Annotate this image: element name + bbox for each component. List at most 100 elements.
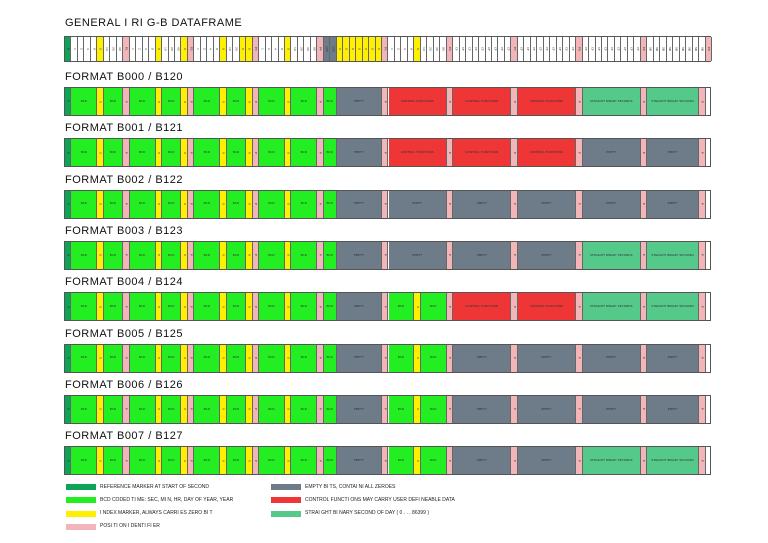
format-segment-idx: 0 bbox=[284, 190, 292, 218]
format-segment-bcd: BCD bbox=[194, 293, 221, 321]
format-segment-pos: P bbox=[640, 190, 648, 218]
general-bit: P0 bbox=[705, 37, 712, 61]
format-segment-idx: 0 bbox=[220, 344, 227, 372]
general-bit: 1 bbox=[129, 37, 137, 61]
general-bit: 10 bbox=[162, 37, 169, 61]
general-bit: CF bbox=[537, 37, 544, 61]
format-segment-pos: P bbox=[252, 344, 260, 372]
format-segment-emp: EMPTY bbox=[336, 241, 383, 269]
general-bit: 8 bbox=[213, 37, 221, 61]
format-segment-pos: P bbox=[317, 190, 324, 218]
format-segment-pos: P bbox=[699, 395, 706, 423]
general-bit: CF bbox=[524, 37, 531, 61]
format-segment-pos: P bbox=[382, 241, 389, 269]
general-bit: SB bbox=[692, 37, 700, 61]
format-segment-pos: P bbox=[446, 139, 454, 167]
format-segment-bcd: BCD bbox=[388, 344, 415, 372]
format-segment-idx: 0 bbox=[284, 395, 292, 423]
format-segment-bcd: BCD bbox=[323, 395, 337, 423]
format-segment-pos: P bbox=[187, 395, 195, 423]
general-bar: R 1 2 4 8 0 10 20 40 P1 1 2 4 8 0 10 20 40 0 P2 1 2 4 8 0 10 20 0 0 P… bbox=[64, 36, 712, 62]
format-title: FORMAT B000 / B120 bbox=[65, 71, 184, 83]
general-bit: 8 bbox=[278, 37, 285, 61]
format-segment-pos: P bbox=[317, 88, 324, 115]
general-bit: CF bbox=[459, 37, 467, 61]
general-bit: CF bbox=[485, 37, 493, 61]
format-segment-pos: P bbox=[576, 88, 583, 115]
legend-swatch-index bbox=[66, 510, 96, 517]
format-segment-bcd: BCD bbox=[103, 139, 124, 167]
format-bar: R BCD 0 BCD P BCD 0 BCD 0 P BCD 0 BCD 0 P BCD 0 BCD P BCD EM… bbox=[64, 446, 711, 476]
general-bit: 1 bbox=[71, 37, 78, 61]
format-segment-emp: EMPTY bbox=[647, 344, 700, 372]
format-segment-ref: R bbox=[65, 88, 72, 115]
format-segment-idx: 0 bbox=[220, 293, 227, 321]
format-segment-pos: P bbox=[187, 447, 195, 475]
format-segment-emp: EMPTY bbox=[453, 344, 512, 372]
format-segment-idx: 0 bbox=[246, 344, 253, 372]
general-bit: 0 bbox=[362, 37, 370, 61]
format-segment-idx: 0 bbox=[97, 241, 104, 269]
format-segment-pos: P bbox=[640, 447, 648, 475]
format-segment-pos: P bbox=[187, 241, 195, 269]
format-segment-pos: P bbox=[446, 395, 454, 423]
general-bit: CF bbox=[614, 37, 622, 61]
format-segment-emp: EMPTY bbox=[517, 344, 577, 372]
legend-swatch-ctrl bbox=[271, 497, 301, 504]
general-bit: CF bbox=[466, 37, 473, 61]
general-bit: 2 bbox=[394, 37, 402, 61]
format-segment-pos: P bbox=[187, 344, 195, 372]
format-segment-pos: P bbox=[382, 447, 389, 475]
general-bit: SB bbox=[679, 37, 687, 61]
format-segment-emp: EMPTY bbox=[647, 395, 700, 423]
format-segment-bcd: BCD bbox=[129, 344, 156, 372]
general-bit: SB bbox=[686, 37, 693, 61]
general-bit: 20 bbox=[297, 37, 305, 61]
format-segment-pos: P bbox=[187, 88, 195, 115]
general-bit: CF bbox=[498, 37, 505, 61]
general-bit: 10 bbox=[291, 37, 298, 61]
format-segment-pos: P bbox=[446, 447, 454, 475]
format-segment-ctr: CONTROL FUNCTIONS bbox=[453, 293, 512, 321]
general-bit: 20 bbox=[233, 37, 240, 61]
general-bit: 2 bbox=[136, 37, 143, 61]
format-segment-ctr: CONTROL FUNCTIONS bbox=[517, 293, 577, 321]
format-segment-pos: P bbox=[252, 88, 260, 115]
format-segment-bcd: BCD bbox=[291, 344, 318, 372]
general-bit: SB bbox=[660, 37, 667, 61]
format-segment-sbs: STRAIGHT BINARY SECONDS bbox=[582, 88, 641, 115]
format-segment-bcd: BCD bbox=[291, 139, 318, 167]
format-segment-pos: P bbox=[699, 447, 706, 475]
general-bit: 2 bbox=[77, 37, 85, 61]
general-bit: CF bbox=[621, 37, 628, 61]
format-segment-emp: EMPTY bbox=[517, 395, 577, 423]
format-segment-idx: 0 bbox=[97, 190, 104, 218]
general-bit: 8 bbox=[407, 37, 415, 61]
format-segment-pos: P bbox=[187, 293, 195, 321]
format-segment-pos: P bbox=[699, 139, 706, 167]
format-segment-bcd: BCD bbox=[71, 241, 98, 269]
general-bit: 0 bbox=[220, 37, 227, 61]
general-bit: 1 bbox=[388, 37, 395, 61]
format-segment-pos: P bbox=[699, 293, 706, 321]
format-segment-idx: 0 bbox=[97, 293, 104, 321]
format-segment-bcd: BCD bbox=[162, 344, 182, 372]
general-bit: 2 bbox=[200, 37, 208, 61]
legend-label: POSI TI ON I DENTI FI ER bbox=[100, 523, 160, 530]
format-segment-idx: 0 bbox=[284, 88, 292, 115]
format-segment-ref: R bbox=[65, 344, 72, 372]
format-segment-idx: 0 bbox=[246, 139, 253, 167]
format-segment-emp: EMPTY bbox=[388, 241, 447, 269]
format-segment-pos: P bbox=[252, 293, 260, 321]
format-segment-pos: P bbox=[252, 190, 260, 218]
format-segment-bcd: BCD bbox=[388, 395, 415, 423]
format-segment-pos: P bbox=[123, 293, 130, 321]
legend-label: I NDEX MARKER, ALWAYS CARRI ES ZERO BI T bbox=[100, 510, 213, 517]
format-segment-pos: P bbox=[123, 447, 130, 475]
general-bit: P7 bbox=[511, 37, 518, 61]
format-segment-idx: 0 bbox=[284, 241, 292, 269]
format-segment-bcd: BCD bbox=[129, 139, 156, 167]
format-segment-idx: 0 bbox=[246, 293, 253, 321]
format-segment-emp: EMPTY bbox=[336, 293, 383, 321]
general-bit: 0 bbox=[246, 37, 253, 61]
